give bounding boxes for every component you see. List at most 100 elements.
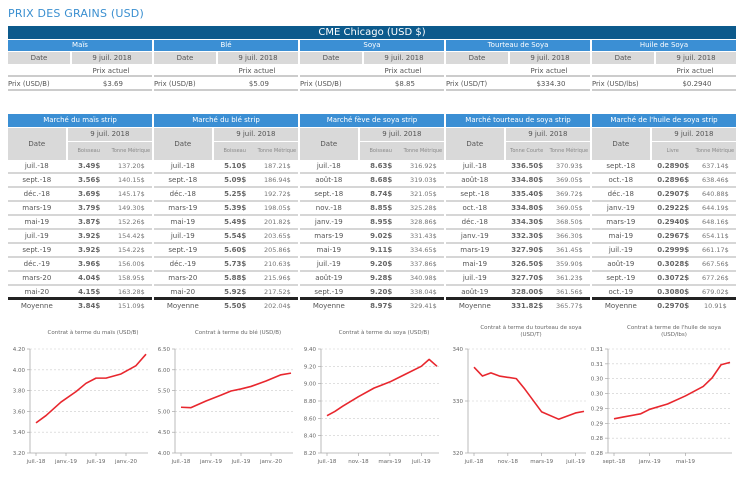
unit-b-header: Tonne Métrique [693,142,736,160]
strip-head: Date 9 juil. 2018 Livre Tonne Métrique [592,128,736,160]
average-row: Moyenne 8.97$ 329.41$ [300,300,444,314]
prix-label: Prix (USD/T) [446,80,488,88]
row-date: mars-19 [606,218,636,226]
row-value-b: 337.86$ [409,260,437,268]
row-value-b: 201.82$ [263,218,291,226]
average-row: Moyenne 5.50$ 202.04$ [154,300,298,314]
row-value-a: 0.2999$ [657,246,690,254]
row-date: juil.-18 [24,162,49,170]
strip-title: Marché du blé strip [154,114,298,127]
row-value-b: 325.28$ [409,204,437,212]
row-date: mars-19 [22,204,52,212]
x-tick-label: janv.-19 [199,459,222,465]
strip-table: Marché tourteau de soya strip Date 9 jui… [446,114,590,314]
row-value-b: 319.03$ [409,176,437,184]
row-value-a: 327.90$ [511,246,544,254]
row-value-b: 215.96$ [263,274,291,282]
row-value-b: 661.17$ [701,246,729,254]
row-value-b: 368.50$ [555,218,583,226]
x-tick-label: juil.-18 [26,459,46,465]
x-tick-label: juil.-18 [317,459,337,465]
row-value-b: 638.46$ [701,176,729,184]
prix-value: $3.69 [71,77,152,89]
row-date: août-19 [461,288,489,296]
y-tick-label: 340 [453,347,464,353]
chart-title: Contrat à terme du blé (USD/B) [195,329,281,336]
row-date: mai-19 [170,218,196,226]
row-value-a: 5.25$ [224,190,247,198]
row-date: janv.-19 [314,218,343,226]
row-value-b: 163.28$ [117,288,145,296]
table-row: juil.-19 327.70$ 361.23$ [446,272,590,286]
unit-a-header: Livre [651,142,694,160]
row-value-b: 679.02$ [701,288,729,296]
row-value-b: 667.56$ [701,260,729,268]
strip-head: Date 9 juil. 2018 Tonne Courte Tonne Mét… [446,128,590,160]
row-value-a: 3.56$ [78,176,101,184]
avg-value-b: 329.41$ [409,302,437,310]
row-value-b: 328.86$ [409,218,437,226]
prix-actuel-row: Prix actuel [300,64,444,77]
avg-label: Moyenne [458,302,491,310]
table-row: août-19 0.3028$ 667.56$ [592,258,736,272]
row-value-a: 4.04$ [78,274,101,282]
prix-actuel-row: Prix actuel [592,64,736,77]
y-tick-label: 4.50 [158,430,171,436]
row-value-b: 331.43$ [409,232,437,240]
prix-row: Prix (USD/lbs) $0.2940 [592,77,736,91]
date-header: Date [8,128,66,160]
page-title: PRIX DES GRAINS (USD) [8,7,144,20]
y-tick-label: 4.00 [158,451,171,457]
strip-head: Date 9 juil. 2018 Boisseau Tonne Métriqu… [154,128,298,160]
row-value-a: 9.11$ [370,246,393,254]
row-value-b: 640.88$ [701,190,729,198]
row-value-a: 5.54$ [224,232,247,240]
table-row: sept.-18 8.74$ 321.05$ [300,188,444,202]
chart-4: Contrat à terme de l'huile de soya(USD/l… [591,325,732,465]
row-value-a: 5.09$ [224,176,247,184]
strip-title: Marché de l'huile de soya strip [592,114,736,127]
row-value-b: 677.26$ [701,274,729,282]
row-value-b: 217.52$ [263,288,291,296]
row-value-b: 361.23$ [555,274,583,282]
x-tick-label: janv.-19 [54,459,77,465]
row-value-a: 5.10$ [224,162,247,170]
row-value-b: 187.21$ [263,162,291,170]
row-date: sept.-19 [168,246,198,254]
date-header: Date [592,128,650,160]
row-value-b: 654.11$ [701,232,729,240]
row-value-b: 210.63$ [263,260,291,268]
row-value-b: 340.98$ [409,274,437,282]
row-value-a: 0.2967$ [657,232,690,240]
current-col: Tourteau de Soya Date 9 juil. 2018 Prix … [446,39,590,91]
cme-header: CME Chicago (USD $) [8,26,736,39]
strip-title: Marché tourteau de soya strip [446,114,590,127]
prix-actuel-label: Prix actuel [238,67,276,75]
row-value-a: 3.87$ [78,218,101,226]
row-date: déc.-18 [169,190,196,198]
table-row: août-18 334.80$ 369.05$ [446,174,590,188]
row-date: sept.-18 [606,162,636,170]
prix-label: Prix (USD/B) [300,80,342,88]
row-date: sept.-18 [314,190,344,198]
row-value-b: 149.30$ [117,204,145,212]
strip-head: Date 9 juil. 2018 Boisseau Tonne Métriqu… [300,128,444,160]
y-tick-label: 9.40 [304,347,317,353]
table-row: mars-19 5.39$ 198.05$ [154,202,298,216]
row-date: juil.-19 [24,232,49,240]
y-tick-label: 3.20 [13,451,26,457]
row-date: mars-20 [168,274,198,282]
table-row: mai-19 9.11$ 334.65$ [300,244,444,258]
strip-table: Marché fève de soya strip Date 9 juil. 2… [300,114,444,314]
unit-a-header: Tonne Courte [505,142,548,160]
x-tick-label: janv.-20 [259,459,282,465]
x-tick-label: nov.-18 [498,459,519,465]
avg-label: Moyenne [20,302,53,310]
row-value-a: 336.50$ [511,162,544,170]
y-tick-label: 4.20 [13,347,26,353]
series-line [180,372,292,409]
current-col: Maïs Date 9 juil. 2018 Prix actuel Prix … [8,39,152,91]
unit-a-header: Boisseau [67,142,110,160]
unit-a-header: Boisseau [213,142,256,160]
row-date: mai-19 [608,232,634,240]
